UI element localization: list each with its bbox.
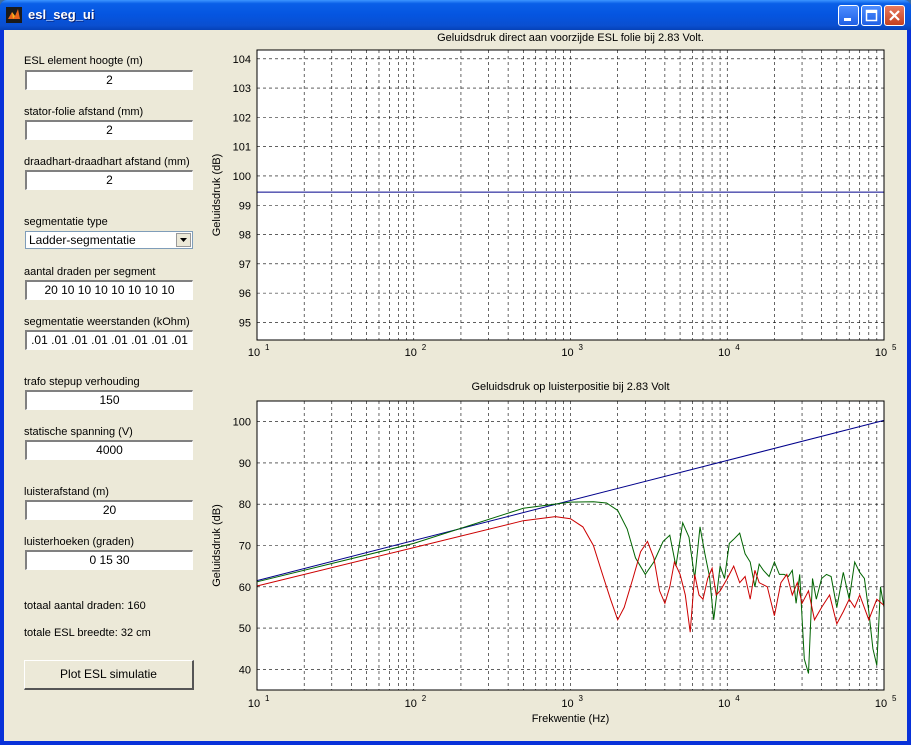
series-line-3 <box>256 516 885 633</box>
y-tick-label: 95 <box>239 317 251 329</box>
segtype-value: Ladder-segmentatie <box>29 233 136 247</box>
series-line-2 <box>256 501 885 674</box>
trafo-label: trafo stepup verhouding <box>24 376 140 388</box>
x-tick-exponent: 1 <box>265 694 270 703</box>
x-tick-exponent: 4 <box>735 343 740 352</box>
x-tick-exponent: 2 <box>422 343 427 352</box>
y-tick-label: 80 <box>239 499 251 511</box>
maximize-icon <box>865 9 878 22</box>
aantal-label: aantal draden per segment <box>24 266 156 278</box>
title-bar[interactable]: esl_seg_ui <box>0 0 911 30</box>
hoogte-label: ESL element hoogte (m) <box>24 55 143 67</box>
x-tick-label: 10 <box>718 698 730 710</box>
luisterhoeken-label: luisterhoeken (graden) <box>24 536 135 548</box>
chart-title: Geluidsdruk op luisterpositie bij 2.83 V… <box>471 381 669 393</box>
x-tick-exponent: 5 <box>892 694 897 703</box>
x-tick-label: 10 <box>875 347 887 359</box>
x-tick-label: 10 <box>405 698 417 710</box>
y-tick-label: 50 <box>239 623 251 635</box>
axes-box <box>256 400 885 691</box>
y-tick-label: 103 <box>233 83 251 95</box>
y-tick-label: 100 <box>233 171 251 183</box>
spanning-label: statische spanning (V) <box>24 426 133 438</box>
close-icon <box>889 10 900 21</box>
x-tick-label: 10 <box>561 698 573 710</box>
x-tick-exponent: 3 <box>579 343 584 352</box>
close-button[interactable] <box>884 5 905 26</box>
draad-input[interactable]: 2 <box>25 170 193 190</box>
window-title: esl_seg_ui <box>28 7 95 22</box>
axes-box <box>256 49 885 341</box>
series-line-1 <box>256 419 885 582</box>
minimize-button[interactable] <box>838 5 859 26</box>
chart-title: Geluidsdruk direct aan voorzijde ESL fol… <box>437 32 704 44</box>
y-tick-label: 96 <box>239 288 251 300</box>
y-tick-label: 70 <box>239 541 251 553</box>
hoogte-input[interactable]: 2 <box>25 70 193 90</box>
x-tick-label: 10 <box>718 347 730 359</box>
x-tick-label: 10 <box>248 698 260 710</box>
y-tick-label: 98 <box>239 230 251 242</box>
y-tick-label: 102 <box>233 112 251 124</box>
x-tick-label: 10 <box>875 698 887 710</box>
trafo-input[interactable]: 150 <box>25 390 193 410</box>
minimize-icon <box>844 18 851 21</box>
x-tick-label: 10 <box>405 347 417 359</box>
y-tick-label: 97 <box>239 259 251 271</box>
weerstand-input[interactable]: .01 .01 .01 .01 .01 .01 .01 .01 <box>25 330 193 350</box>
plot-button[interactable]: Plot ESL simulatie <box>24 660 194 690</box>
chart-2: 40 50 60 70 80 90 100 10 1 10 2 10 3 10 4 10 5 Geluidsdru… <box>211 381 897 725</box>
y-tick-label: 40 <box>239 664 251 676</box>
y-tick-label: 90 <box>239 458 251 470</box>
grid-lines <box>257 50 884 340</box>
afstand-label: stator-folie afstand (mm) <box>24 106 144 118</box>
x-tick-exponent: 3 <box>579 694 584 703</box>
luisterafstand-input[interactable]: 20 <box>25 500 193 520</box>
luisterafstand-label: luisterafstand (m) <box>24 486 109 498</box>
matlab-icon <box>6 7 22 23</box>
afstand-input[interactable]: 2 <box>25 120 193 140</box>
x-axis-label: Frekwentie (Hz) <box>532 713 610 725</box>
grid-lines <box>257 401 884 690</box>
y-tick-label: 100 <box>233 417 251 429</box>
x-tick-exponent: 4 <box>735 694 740 703</box>
y-tick-label: 104 <box>233 54 251 66</box>
luisterhoeken-input[interactable]: 0 15 30 <box>25 550 193 570</box>
weerstand-label: segmentatie weerstanden (kOhm) <box>24 316 190 328</box>
totaal-draden-text: totaal aantal draden: 160 <box>24 600 146 612</box>
esl-breedte-text: totale ESL breedte: 32 cm <box>24 627 151 639</box>
y-tick-label: 60 <box>239 582 251 594</box>
x-tick-label: 10 <box>248 347 260 359</box>
y-axis-label: Geluidsdruk (dB) <box>211 154 223 237</box>
segtype-dropdown[interactable]: Ladder-segmentatie <box>25 231 193 249</box>
y-tick-label: 101 <box>233 142 251 154</box>
segtype-label: segmentatie type <box>24 216 108 228</box>
aantal-input[interactable]: 20 10 10 10 10 10 10 10 <box>25 280 193 300</box>
y-axis-label: Geluidsdruk (dB) <box>211 504 223 587</box>
x-tick-label: 10 <box>561 347 573 359</box>
y-tick-label: 99 <box>239 200 251 212</box>
spanning-input[interactable]: 4000 <box>25 440 193 460</box>
x-tick-exponent: 2 <box>422 694 427 703</box>
draad-label: draadhart-draadhart afstand (mm) <box>24 156 190 168</box>
x-tick-exponent: 5 <box>892 343 897 352</box>
x-tick-exponent: 1 <box>265 343 270 352</box>
maximize-button[interactable] <box>861 5 882 26</box>
chevron-down-icon[interactable] <box>176 233 191 247</box>
